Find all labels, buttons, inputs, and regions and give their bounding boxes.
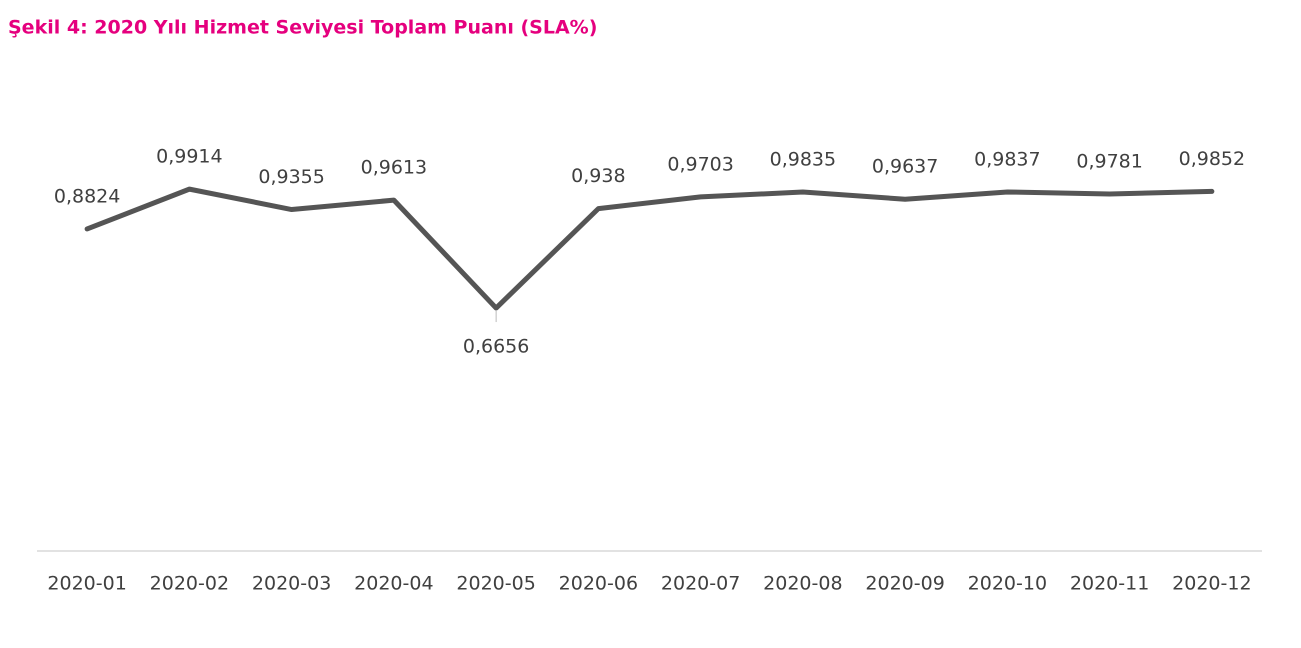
data-label: 0,6656 <box>463 336 529 358</box>
x-tick-label: 2020-03 <box>252 573 331 595</box>
x-tick-label: 2020-12 <box>1172 573 1251 595</box>
data-label: 0,9852 <box>1179 148 1245 170</box>
chart-title: Şekil 4: 2020 Yılı Hizmet Seviyesi Topla… <box>8 17 597 39</box>
data-label: 0,9835 <box>770 149 836 171</box>
data-label: 0,9914 <box>156 146 222 168</box>
x-tick-label: 2020-01 <box>47 573 126 595</box>
data-label: 0,9837 <box>974 148 1040 170</box>
x-tick-label: 2020-04 <box>354 573 433 595</box>
x-tick-label: 2020-09 <box>865 573 944 595</box>
data-label: 0,9613 <box>361 157 427 179</box>
x-tick-label: 2020-10 <box>968 573 1047 595</box>
data-label: 0,938 <box>571 165 625 187</box>
data-label: 0,9355 <box>258 166 324 188</box>
x-tick-label: 2020-05 <box>456 573 535 595</box>
x-tick-label: 2020-02 <box>150 573 229 595</box>
x-tick-label: 2020-11 <box>1070 573 1149 595</box>
data-label: 0,8824 <box>54 185 120 207</box>
data-label: 0,9637 <box>872 156 938 178</box>
x-tick-label: 2020-08 <box>763 573 842 595</box>
line <box>84 186 1215 311</box>
data-label: 0,9781 <box>1076 150 1142 172</box>
data-label: 0,9703 <box>667 153 733 175</box>
x-tick-label: 2020-07 <box>661 573 740 595</box>
x-tick-label: 2020-06 <box>559 573 638 595</box>
